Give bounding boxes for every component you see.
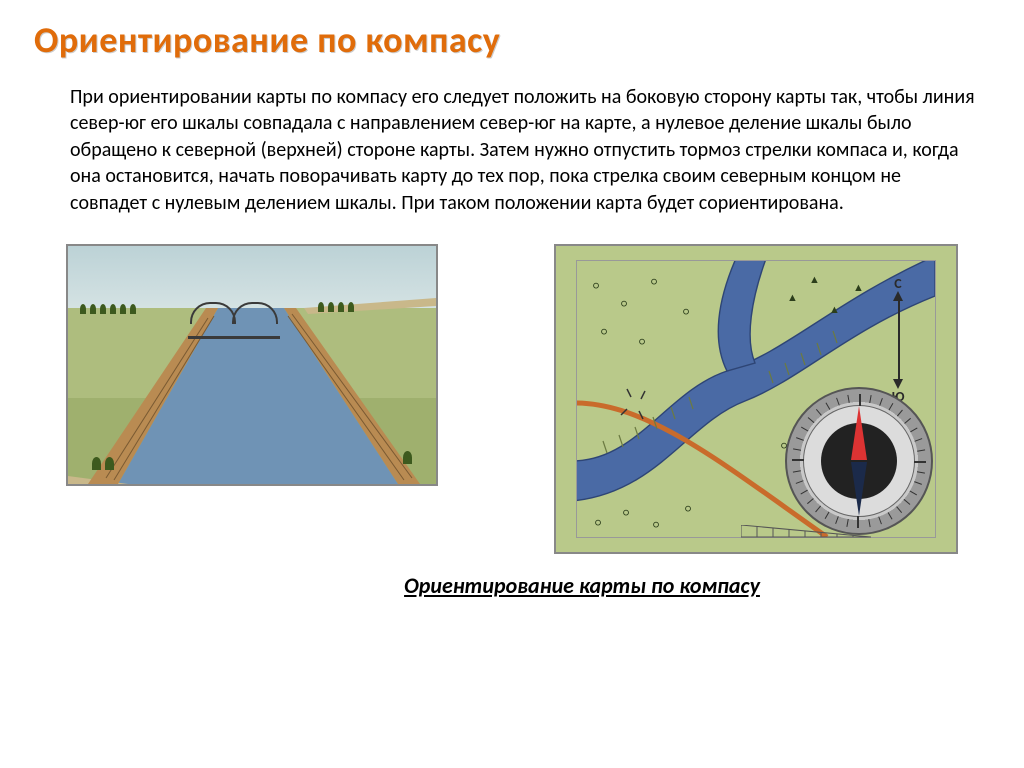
page-title: Ориентирование по компасу <box>34 18 984 62</box>
body-paragraph: При ориентировании карты по компасу его … <box>70 84 980 216</box>
landscape-illustration <box>66 244 438 486</box>
scale-bar <box>741 525 871 539</box>
image-row: ○ ○ ○ ○ ○ ○ ○ ○ ○ ○ ○ ○ ○ ▲ ▲ ▲ ▲ <box>66 244 958 554</box>
bridge-icon <box>188 310 280 339</box>
image-caption: Ориентирование карты по компасу <box>180 572 984 599</box>
compass-icon <box>785 387 933 535</box>
north-label: С <box>894 275 901 292</box>
north-south-arrow: С Ю <box>891 281 905 399</box>
map-illustration: ○ ○ ○ ○ ○ ○ ○ ○ ○ ○ ○ ○ ○ ▲ ▲ ▲ ▲ <box>554 244 958 554</box>
